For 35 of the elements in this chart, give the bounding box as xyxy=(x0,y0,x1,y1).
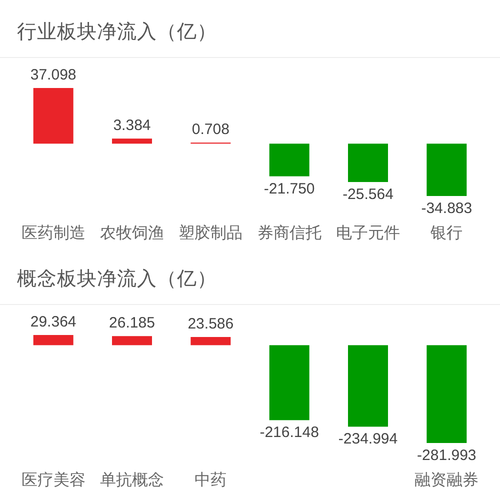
data-label: 26.185 xyxy=(109,314,155,332)
bar xyxy=(426,144,467,196)
bar xyxy=(190,337,231,346)
x-tick-label: 农牧饲渔 xyxy=(100,225,164,242)
x-tick-label: 券商信托 xyxy=(257,224,322,242)
data-label: -25.564 xyxy=(342,186,394,204)
data-label: -281.993 xyxy=(417,447,476,464)
chart-title: 行业板块净流入（亿） xyxy=(17,21,217,43)
bar xyxy=(112,336,152,346)
bar xyxy=(33,335,74,346)
data-label: -21.750 xyxy=(264,180,315,198)
data-label: 37.098 xyxy=(30,66,76,84)
bar xyxy=(33,88,74,144)
data-label: 3.384 xyxy=(113,117,151,134)
x-tick-label: 中药 xyxy=(194,471,227,489)
bar xyxy=(348,345,388,427)
data-label: 23.586 xyxy=(188,316,234,333)
data-label: 0.708 xyxy=(192,121,230,138)
bar xyxy=(112,138,152,144)
chart-title: 概念板块净流入（亿） xyxy=(17,268,217,290)
x-tick-label: 单抗概念 xyxy=(100,471,164,489)
bar xyxy=(348,144,388,182)
x-tick-label: 医药制造 xyxy=(21,224,86,242)
data-label: -216.148 xyxy=(260,424,319,442)
bar xyxy=(269,345,310,420)
x-tick-label: 医疗美容 xyxy=(21,471,86,489)
data-label: -34.883 xyxy=(421,200,472,217)
x-tick-label: 电子元件 xyxy=(336,224,400,242)
data-label: 29.364 xyxy=(30,314,76,330)
bar xyxy=(269,144,310,176)
data-label: -234.994 xyxy=(338,430,398,448)
x-tick-label: 银行 xyxy=(430,225,463,242)
bar xyxy=(426,345,467,443)
x-tick-label: 融资融券 xyxy=(414,471,479,489)
x-tick-label: 塑胶制品 xyxy=(178,224,243,242)
